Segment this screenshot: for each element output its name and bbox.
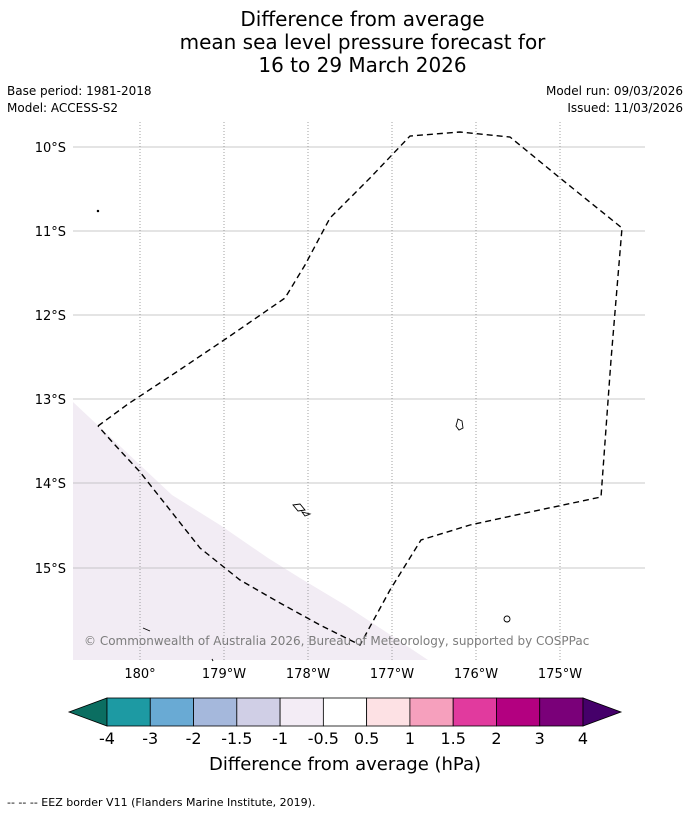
colorbar-tick-label: -1: [272, 729, 288, 748]
colorbar-tick-label: -4: [99, 729, 115, 748]
lat-label-11s: 11°S: [35, 225, 66, 240]
colorbar-cell: [193, 697, 238, 727]
colorbar-cell: [496, 697, 541, 727]
colorbar-tick-label: 2: [491, 729, 501, 748]
island-outline: [211, 658, 214, 662]
copyright-notice: © Commonwealth of Australia 2026, Bureau…: [84, 634, 589, 648]
model-name: Model: ACCESS-S2: [7, 101, 119, 115]
metadata-left: Base period: 1981-2018 Model: ACCESS-S2: [7, 83, 152, 117]
lat-label-10s: 10°S: [35, 141, 66, 156]
colorbar-cell: [236, 697, 281, 727]
issued-date: Issued: 11/03/2026: [567, 101, 683, 115]
island-outline: [455, 418, 464, 431]
colorbar-tick-label: 0.5: [354, 729, 379, 748]
colorbar-cell: [409, 697, 454, 727]
lon-label-175w: 175°W: [538, 667, 582, 682]
colorbar: -4 -3 -2 -1.5 -1 -0.5 0.5 1 1.5 2 3 4: [67, 697, 623, 748]
colorbar-cell: [279, 697, 324, 727]
colorbar-cell: [539, 697, 584, 727]
colorbar-tick-label: 1: [405, 729, 415, 748]
title-line-3: 16 to 29 March 2026: [258, 53, 467, 77]
island-outline: [300, 511, 312, 517]
lat-label-14s: 14°S: [35, 477, 66, 492]
title-line-2: mean sea level pressure forecast for: [179, 30, 546, 54]
colorbar-cell: [106, 697, 151, 727]
island-outline: [503, 615, 511, 623]
lon-label-177w: 177°W: [370, 667, 414, 682]
islands: [96, 209, 511, 662]
lon-label-179w: 179°W: [202, 667, 246, 682]
lat-label-12s: 12°S: [35, 309, 66, 324]
island-outline: [96, 209, 100, 213]
colorbar-cell: [322, 697, 368, 727]
colorbar-label: Difference from average (hPa): [209, 754, 481, 775]
colorbar-cell: [452, 697, 497, 727]
eez-legend: -- -- -- EEZ border V11 (Flanders Marine…: [7, 796, 316, 809]
colorbar-extend-high: [582, 697, 623, 727]
lon-label-180: 180°: [124, 667, 155, 682]
colorbar-tick-label: -0.5: [308, 729, 339, 748]
colorbar-tick-label: -3: [142, 729, 158, 748]
title-line-1: Difference from average: [240, 7, 485, 31]
colorbar-cell: [149, 697, 194, 727]
colorbar-extend-low: [67, 697, 108, 727]
colorbar-tick-label: 3: [535, 729, 545, 748]
colorbar-tick-label: 4: [578, 729, 588, 748]
lat-label-13s: 13°S: [35, 393, 66, 408]
colorbar-tick-label: -1.5: [221, 729, 252, 748]
model-run: Model run: 09/03/2026: [545, 84, 683, 98]
colorbar-cell: [366, 697, 411, 727]
lon-label-178w: 178°W: [286, 667, 330, 682]
colorbar-tick-label: -2: [186, 729, 202, 748]
lon-label-176w: 176°W: [454, 667, 498, 682]
colorbar-tick-label: 1.5: [440, 729, 465, 748]
base-period: Base period: 1981-2018: [7, 84, 152, 98]
lat-label-15s: 15°S: [35, 562, 66, 577]
anomaly-shading: [73, 402, 428, 660]
island-outline: [292, 503, 306, 512]
eez-border: [97, 131, 623, 646]
map-title: Difference from average mean sea level p…: [0, 8, 690, 77]
island-outline: [142, 627, 151, 632]
metadata-right: Model run: 09/03/2026 Issued: 11/03/2026: [546, 83, 683, 117]
latitude-gridlines: [73, 146, 645, 569]
